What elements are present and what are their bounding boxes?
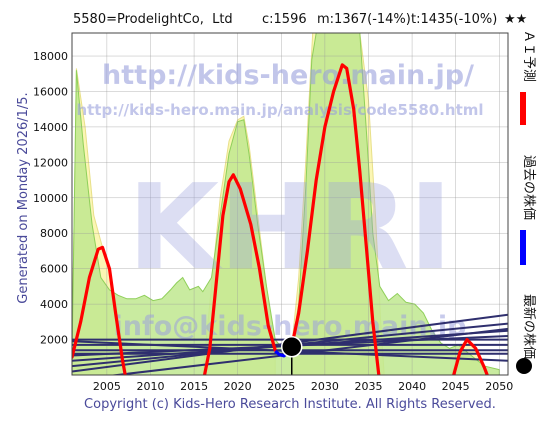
x-tick-label-2040: 2040	[398, 380, 426, 393]
watermark-url-main: http://kids-hero.main.jp/	[102, 60, 474, 91]
y-tick-label-10000: 10000	[33, 192, 68, 205]
legend: ＡＩ予測 過去の株価 最新の株価	[516, 30, 537, 374]
legend-latest-price-dot	[516, 358, 532, 374]
y-tick-label-8000: 8000	[40, 227, 68, 240]
generated-date-label: Generated on Monday 2026/1/5.	[16, 92, 31, 303]
legend-past-price-swatch	[520, 230, 526, 265]
y-tick-label-2000: 2000	[40, 334, 68, 347]
legend-ai-forecast-swatch	[520, 92, 526, 125]
ai-forecast-line-1	[202, 173, 277, 375]
target-price: t:1435(-10%)	[411, 12, 497, 27]
x-tick-label-2010: 2010	[136, 380, 164, 393]
rating-stars: ★★	[504, 12, 527, 27]
y-tick-label-18000: 18000	[33, 50, 68, 63]
watermark-url-analysis: http://kids-hero.main.jp/analysis/code55…	[76, 101, 483, 119]
y-tick-label-14000: 14000	[33, 121, 68, 134]
ai-forecast-line-3	[452, 338, 489, 375]
x-tick-label-2005: 2005	[93, 380, 121, 393]
y-tick-label-12000: 12000	[33, 156, 68, 169]
x-tick-label-2020: 2020	[224, 380, 252, 393]
watermark-logo: KHRI	[128, 158, 453, 296]
ai-forecast-line-0	[72, 245, 127, 375]
latest-price-marker	[280, 335, 303, 375]
mid-price: m:1367(-14%)	[317, 12, 411, 27]
ai-forecast-lines	[72, 63, 489, 375]
copyright-footer: Copyright (c) Kids-Hero Research Institu…	[84, 397, 496, 412]
x-tick-label-2030: 2030	[311, 380, 339, 393]
x-tick-label-2015: 2015	[180, 380, 208, 393]
x-tick-label-2045: 2045	[442, 380, 470, 393]
latest-price-dot	[280, 335, 303, 358]
ai-forecast-line-2	[290, 63, 381, 375]
x-tick-label-2050: 2050	[485, 380, 513, 393]
legend-latest-price-label: 最新の株価	[521, 294, 537, 359]
current-price: c:1596	[262, 12, 307, 27]
x-tick-label-2025: 2025	[267, 380, 295, 393]
y-tick-label-6000: 6000	[40, 263, 68, 276]
y-tick-label-16000: 16000	[33, 85, 68, 98]
chart-title: 5580=ProdelightCo, Ltd	[73, 12, 233, 27]
y-tick-labels: 2000 4000 6000 8000 10000 12000 14000 16000 1800…	[33, 50, 68, 347]
x-tick-label-2035: 2035	[354, 380, 382, 393]
plot-frame	[71, 32, 509, 376]
x-tick-labels: 2005 2010 2015 2020 2025 2030 2035 2040 2045 2050	[93, 380, 513, 393]
legend-past-price-label: 過去の株価	[521, 155, 536, 220]
legend-ai-forecast-label: ＡＩ予測	[521, 30, 536, 82]
y-tick-label-4000: 4000	[40, 298, 68, 311]
